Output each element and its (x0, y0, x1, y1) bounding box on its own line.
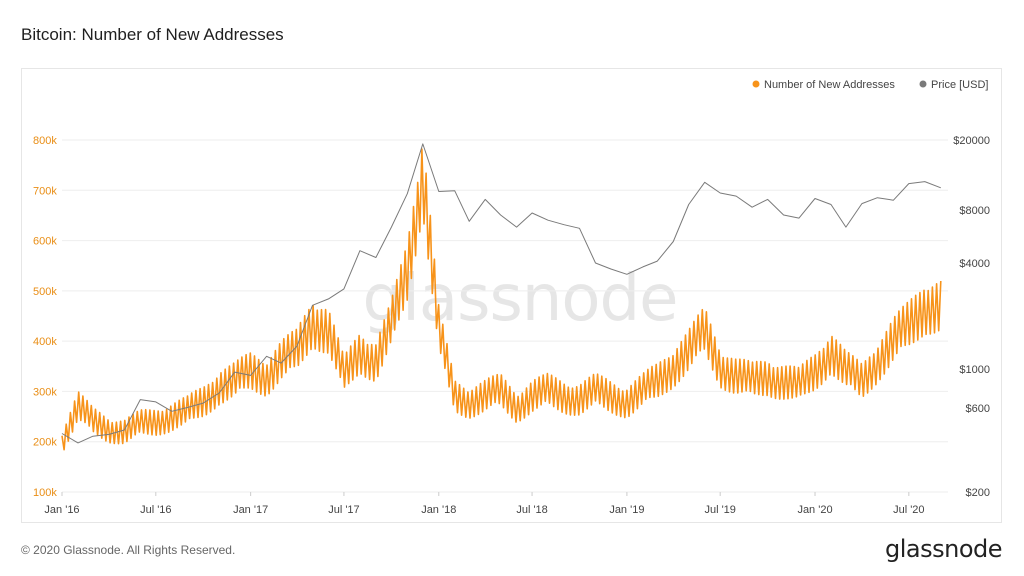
right-tick-label: $200 (966, 487, 990, 499)
glassnode-logo: glassnode (884, 535, 1003, 563)
x-tick-label: Jul '19 (704, 504, 735, 516)
legend-label-addresses: Number of New Addresses (764, 79, 895, 91)
copyright-text: © 2020 Glassnode. All Rights Reserved. (21, 543, 236, 557)
left-tick-label: 400k (33, 336, 57, 348)
x-tick-label: Jul '16 (140, 504, 171, 516)
x-tick-label: Jan '16 (44, 504, 79, 516)
x-tick-label: Jul '18 (516, 504, 547, 516)
series-new-addresses-line (61, 148, 942, 451)
legend-swatch-addresses (752, 80, 760, 88)
legend: Number of New Addresses Price [USD] (752, 79, 988, 91)
x-tick-label: Jan '17 (233, 504, 268, 516)
series-price-line (61, 143, 941, 444)
page-title: Bitcoin: Number of New Addresses (21, 25, 284, 44)
left-axis: 100k 200k 300k 400k 500k 600k 700k 800k (33, 135, 57, 499)
right-tick-label: $4000 (959, 258, 990, 270)
legend-label-price: Price [USD] (931, 79, 988, 91)
left-tick-label: 100k (33, 487, 57, 499)
x-tick-label: Jul '20 (893, 504, 924, 516)
left-tick-label: 200k (33, 437, 57, 449)
left-tick-label: 700k (33, 185, 57, 197)
left-tick-label: 600k (33, 236, 57, 248)
right-axis: $200 $600 $1000 $4000 $8000 $20000 (953, 135, 990, 499)
right-tick-label: $600 (966, 403, 990, 415)
left-tick-label: 300k (33, 386, 57, 398)
left-tick-label: 500k (33, 286, 57, 298)
x-tick-label: Jul '17 (328, 504, 359, 516)
x-tick-label: Jan '20 (797, 504, 832, 516)
right-tick-label: $8000 (959, 205, 990, 217)
x-axis: Jan '16 Jul '16 Jan '17 Jul '17 Jan '18 Jul '… (44, 492, 925, 516)
right-tick-label: $20000 (953, 135, 990, 147)
legend-swatch-price (919, 80, 927, 88)
left-tick-label: 800k (33, 135, 57, 147)
x-tick-label: Jan '19 (609, 504, 644, 516)
chart-frame (21, 68, 1002, 523)
right-tick-label: $1000 (959, 364, 990, 376)
x-tick-label: Jan '18 (421, 504, 456, 516)
